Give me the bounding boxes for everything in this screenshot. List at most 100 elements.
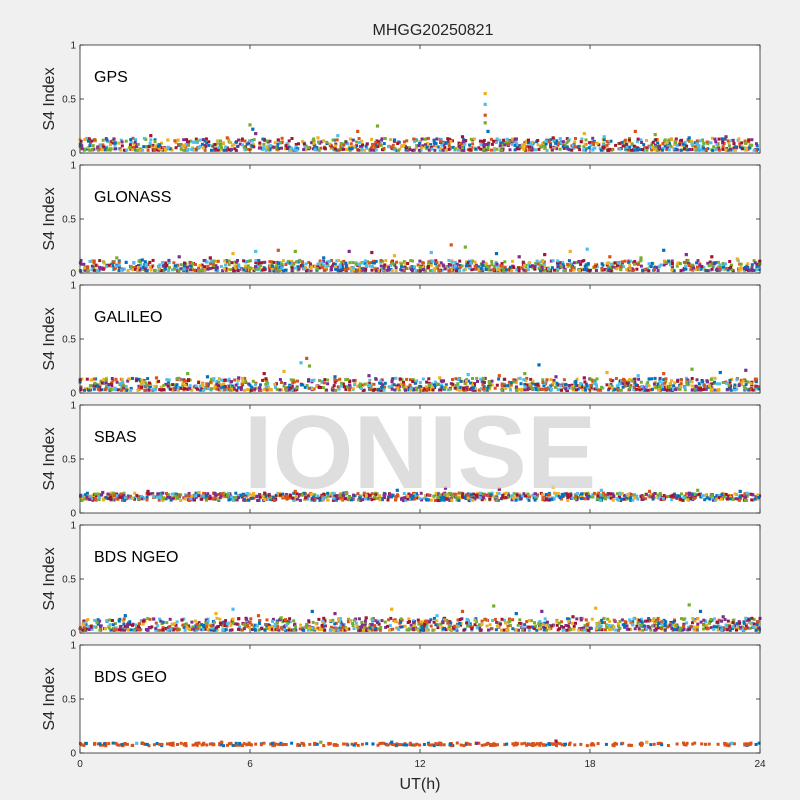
data-point <box>121 496 125 500</box>
data-point <box>425 627 428 630</box>
data-point <box>110 383 114 386</box>
data-point <box>683 388 687 392</box>
data-point <box>747 140 751 144</box>
data-point <box>185 148 189 152</box>
data-point <box>191 268 195 272</box>
data-point <box>79 388 83 392</box>
data-point <box>368 264 372 268</box>
data-point <box>430 382 433 386</box>
data-point <box>670 145 674 149</box>
data-point <box>409 623 413 627</box>
data-point <box>702 265 706 269</box>
data-point <box>489 137 493 141</box>
data-point <box>310 378 314 382</box>
data-point <box>566 388 569 392</box>
data-point <box>662 385 666 389</box>
data-point <box>730 147 734 151</box>
data-point <box>290 137 294 140</box>
data-point <box>427 264 430 268</box>
data-point <box>702 148 706 152</box>
data-point <box>177 143 181 147</box>
data-point <box>518 618 522 622</box>
data-point <box>400 144 404 148</box>
data-point <box>574 388 578 392</box>
data-point <box>704 387 708 391</box>
data-point <box>591 493 595 496</box>
data-point <box>79 269 83 273</box>
data-point <box>382 146 386 150</box>
data-point <box>374 141 378 144</box>
data-point <box>305 269 308 273</box>
data-point <box>122 496 126 500</box>
data-point <box>391 382 394 386</box>
data-point <box>580 386 584 390</box>
data-point <box>165 263 169 267</box>
data-point <box>183 497 187 501</box>
data-point <box>376 269 380 273</box>
data-point <box>323 378 327 382</box>
data-point <box>309 268 313 272</box>
data-point <box>413 381 417 385</box>
data-point <box>354 262 358 266</box>
data-point <box>463 382 467 386</box>
data-point <box>378 498 382 502</box>
data-point <box>148 265 152 269</box>
data-point <box>233 498 237 502</box>
data-point <box>536 383 540 387</box>
data-point <box>250 139 254 143</box>
data-point <box>280 262 284 266</box>
data-point <box>428 269 432 272</box>
data-point <box>82 262 86 266</box>
data-point <box>754 268 758 272</box>
data-point <box>174 141 178 145</box>
data-point <box>274 385 277 389</box>
data-point <box>429 262 433 266</box>
data-point <box>297 142 300 146</box>
data-point <box>688 496 692 500</box>
data-point <box>191 497 195 501</box>
data-point <box>740 383 744 387</box>
data-point <box>440 143 444 147</box>
data-point <box>698 383 702 387</box>
data-point <box>241 492 245 496</box>
data-point <box>146 489 150 493</box>
data-point <box>721 147 725 151</box>
data-point <box>583 380 587 384</box>
data-point <box>344 388 348 391</box>
data-point <box>680 139 683 143</box>
data-point <box>201 383 205 387</box>
data-point <box>425 498 428 502</box>
data-point <box>601 491 605 495</box>
data-point <box>231 497 235 501</box>
data-point <box>556 259 560 263</box>
data-point <box>245 147 249 151</box>
data-point <box>737 137 741 141</box>
data-point <box>270 498 274 502</box>
data-point <box>395 260 399 264</box>
data-point <box>457 498 461 502</box>
data-point <box>469 137 473 141</box>
data-point <box>325 388 329 392</box>
data-point <box>710 263 714 267</box>
data-point <box>460 264 464 268</box>
data-point <box>153 384 157 388</box>
data-point <box>558 496 562 499</box>
data-point <box>539 145 543 149</box>
data-point <box>251 143 255 147</box>
data-point <box>165 378 169 382</box>
data-point <box>433 380 437 384</box>
data-point <box>630 142 634 146</box>
data-point <box>653 491 657 495</box>
data-point <box>669 385 673 389</box>
data-point <box>221 269 225 273</box>
data-point <box>515 495 519 499</box>
data-point <box>585 384 589 388</box>
data-point <box>512 380 516 384</box>
data-point <box>458 264 462 267</box>
data-point <box>147 492 150 496</box>
data-point <box>213 384 217 388</box>
data-point <box>282 269 286 273</box>
data-point <box>506 268 510 272</box>
data-point <box>714 140 718 144</box>
data-point <box>284 493 288 496</box>
